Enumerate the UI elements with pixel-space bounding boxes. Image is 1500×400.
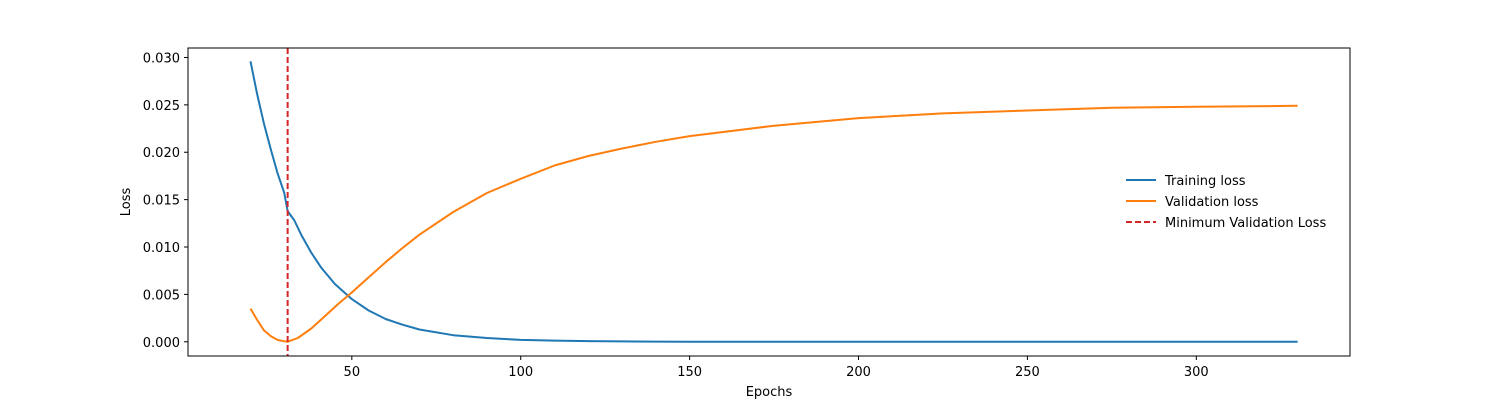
y-tick-label: 0.025 xyxy=(143,99,180,114)
x-tick-label: 200 xyxy=(846,365,871,380)
legend-label: Training loss xyxy=(1164,174,1246,189)
legend-label: Minimum Validation Loss xyxy=(1165,216,1326,231)
y-tick-label: 0.015 xyxy=(143,194,180,209)
x-tick-label: 150 xyxy=(677,365,702,380)
y-tick-label: 0.030 xyxy=(143,51,180,66)
x-axis-ticks: 50 100 150 200 250 300 xyxy=(344,356,1209,380)
x-tick-label: 100 xyxy=(508,365,533,380)
y-tick-label: 0.005 xyxy=(143,288,180,303)
x-tick-label: 300 xyxy=(1184,365,1209,380)
training-loss-line xyxy=(249,61,1298,343)
validation-loss-line xyxy=(249,104,1298,343)
y-axis-ticks: 0.000 0.005 0.010 0.015 0.020 0.025 0.030 xyxy=(143,51,188,351)
x-tick-label: 50 xyxy=(344,365,361,380)
y-tick-label: 0.020 xyxy=(143,146,180,161)
plot-area-lines xyxy=(249,48,1298,356)
x-tick-label: 250 xyxy=(1015,365,1040,380)
axes-frame xyxy=(187,47,1351,357)
y-tick-label: 0.000 xyxy=(143,336,180,351)
x-axis-label: Epochs xyxy=(746,385,793,400)
legend-label: Validation loss xyxy=(1165,195,1259,210)
y-tick-label: 0.010 xyxy=(143,241,180,256)
y-axis-label: Loss xyxy=(119,188,134,217)
legend: Training loss Validation loss Minimum Vali… xyxy=(1126,174,1326,231)
